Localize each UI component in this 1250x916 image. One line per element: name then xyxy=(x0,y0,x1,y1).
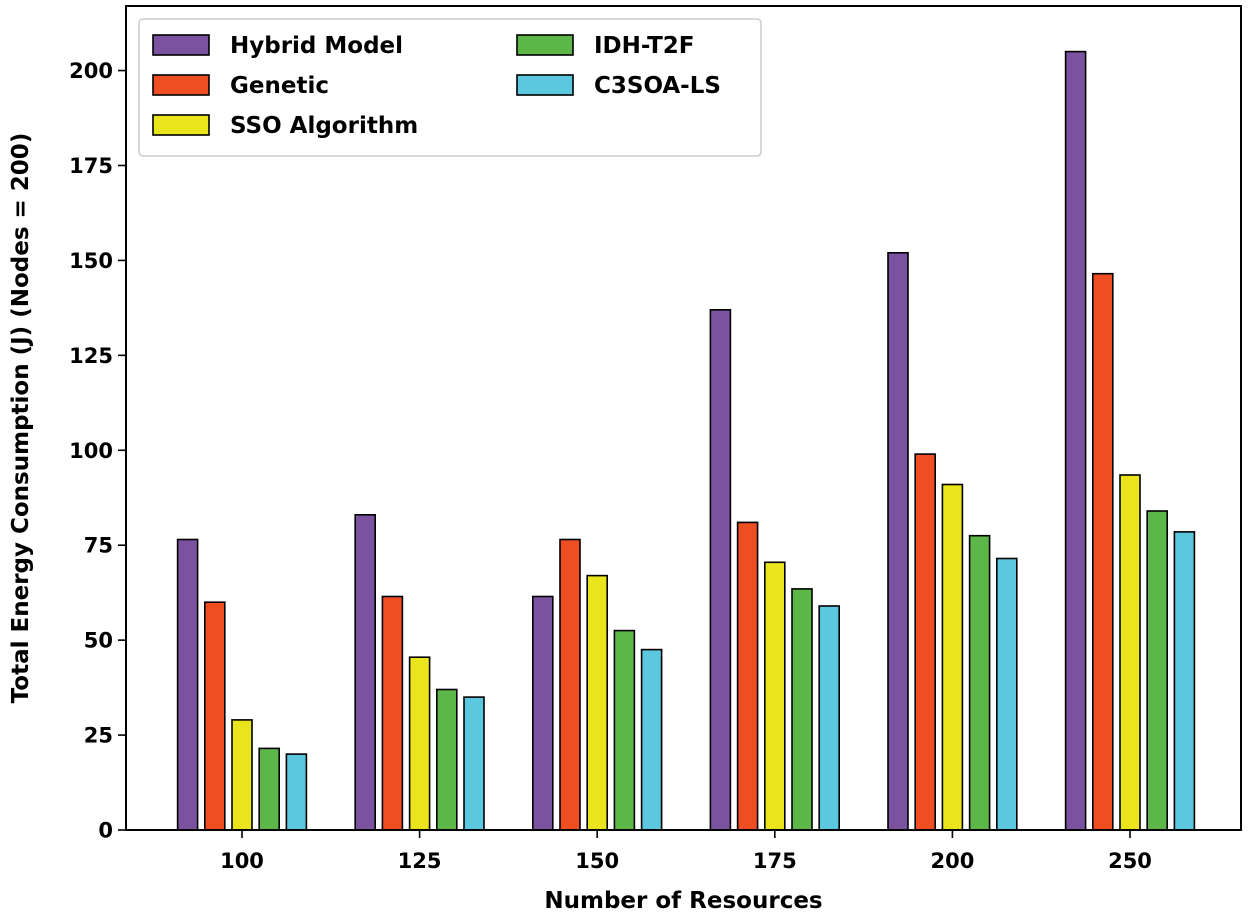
bar-c3soa-ls-200 xyxy=(995,557,1018,831)
legend-box xyxy=(138,18,762,157)
x-axis-title: Number of Resources xyxy=(544,888,822,914)
bar-sso-algorithm-150 xyxy=(586,574,609,831)
legend-label: IDH-T2F xyxy=(594,33,694,59)
bar-sso-algorithm-125 xyxy=(408,656,431,831)
legend-label: C3SOA-LS xyxy=(594,73,721,99)
legend-label: Hybrid Model xyxy=(230,33,403,59)
bar-genetic-125 xyxy=(381,595,404,831)
plot-frame xyxy=(125,5,1242,831)
y-tick-label: 50 xyxy=(84,629,113,653)
bar-idh-t2f-150 xyxy=(613,629,636,831)
bar-idh-t2f-125 xyxy=(435,688,458,831)
legend-label: Genetic xyxy=(230,73,329,99)
bar-c3soa-ls-250 xyxy=(1173,531,1196,831)
x-axis: 100 125 150 175 200 250 xyxy=(220,830,1152,873)
bar-hybrid-model-150 xyxy=(531,595,554,831)
legend-swatch xyxy=(516,74,574,96)
legend-swatch xyxy=(152,34,210,56)
bar-sso-algorithm-250 xyxy=(1119,474,1141,831)
bars-layer xyxy=(176,50,1196,831)
x-tick-label: 175 xyxy=(753,849,797,873)
bar-idh-t2f-200 xyxy=(968,534,991,831)
bar-genetic-175 xyxy=(736,521,759,831)
bar-c3soa-ls-100 xyxy=(285,753,308,831)
bar-sso-algorithm-200 xyxy=(941,483,964,831)
bar-genetic-200 xyxy=(914,453,937,831)
bar-sso-algorithm-175 xyxy=(763,561,786,831)
y-tick-label: 0 xyxy=(98,819,113,843)
y-tick-label: 150 xyxy=(69,249,113,273)
legend-label: SSO Algorithm xyxy=(230,113,418,139)
x-tick-label: 125 xyxy=(398,849,442,873)
bar-sso-algorithm-100 xyxy=(231,719,253,831)
y-axis-title: Total Energy Consumption (J) (Nodes = 20… xyxy=(8,133,34,704)
bar-hybrid-model-250 xyxy=(1064,50,1087,831)
x-tick-label: 200 xyxy=(930,849,974,873)
y-axis: 0 25 50 75 100 125 150 175 200 xyxy=(69,59,126,843)
y-tick-label: 100 xyxy=(69,439,113,463)
legend-swatch xyxy=(152,114,210,136)
bar-genetic-100 xyxy=(204,601,226,831)
y-tick-label: 25 xyxy=(84,724,113,748)
x-tick-label: 100 xyxy=(220,849,264,873)
bar-hybrid-model-175 xyxy=(709,308,732,831)
bar-idh-t2f-175 xyxy=(791,588,813,831)
legend-swatch xyxy=(516,34,574,56)
bar-c3soa-ls-125 xyxy=(463,696,485,831)
x-tick-label: 250 xyxy=(1108,849,1152,873)
y-tick-label: 175 xyxy=(69,154,113,178)
bar-c3soa-ls-175 xyxy=(818,605,841,831)
y-tick-label: 75 xyxy=(84,534,113,558)
bar-genetic-150 xyxy=(559,538,581,831)
bar-c3soa-ls-150 xyxy=(640,648,663,831)
legend-swatch xyxy=(152,74,210,96)
bar-hybrid-model-100 xyxy=(176,538,199,831)
y-tick-label: 200 xyxy=(69,59,113,83)
bar-idh-t2f-250 xyxy=(1146,510,1168,831)
bar-hybrid-model-125 xyxy=(354,513,377,831)
bar-idh-t2f-100 xyxy=(258,747,281,831)
x-tick-label: 150 xyxy=(575,849,619,873)
legend: Hybrid Model Genetic SSO Algorithm IDH-T2F C… xyxy=(138,18,762,157)
bar-hybrid-model-200 xyxy=(887,252,909,831)
bar-genetic-250 xyxy=(1092,272,1114,831)
y-tick-label: 125 xyxy=(69,344,113,368)
